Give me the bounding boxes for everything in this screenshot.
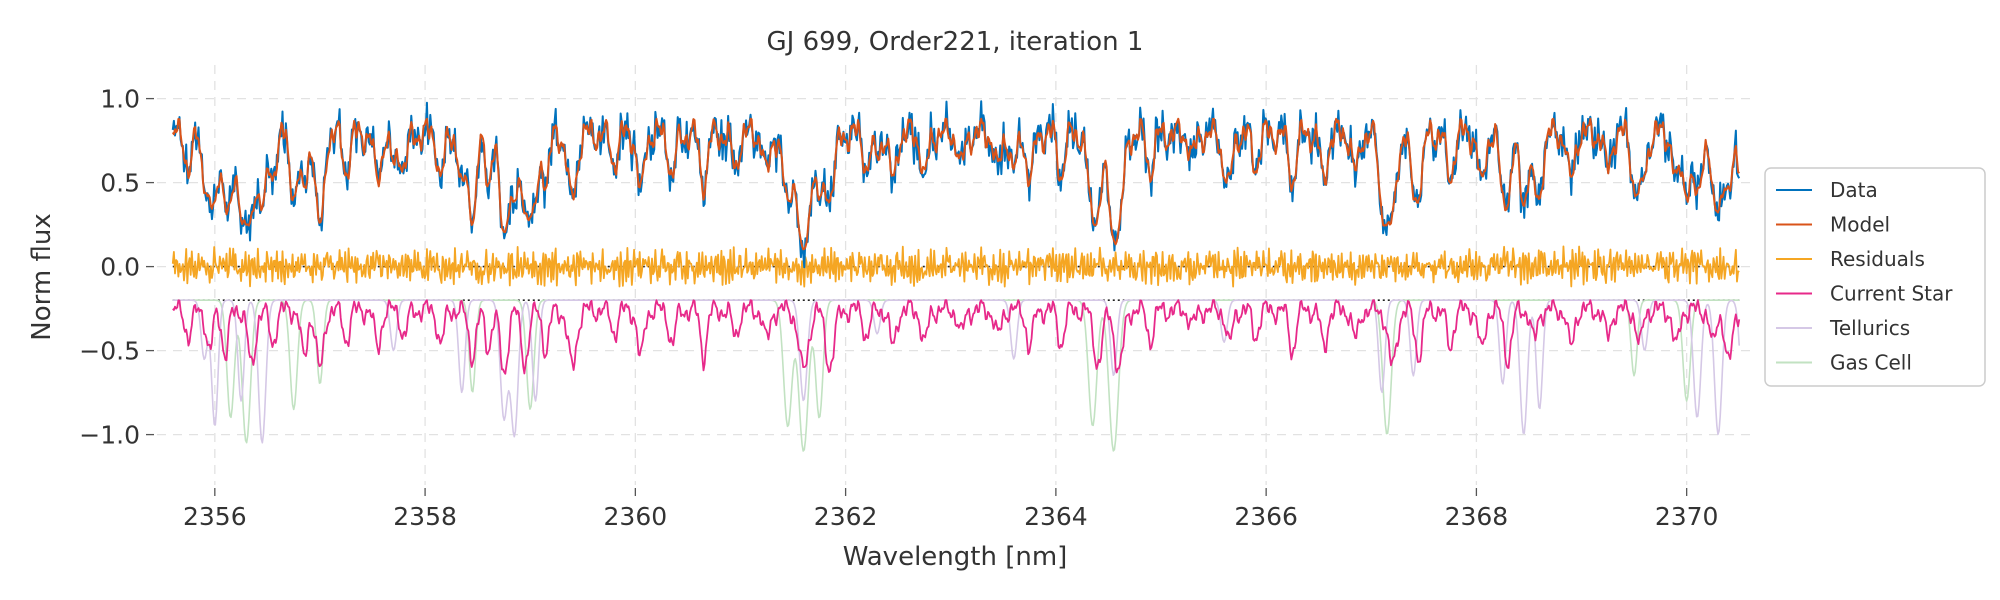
- x-axis-title: Wavelength [nm]: [843, 542, 1068, 572]
- legend-items: Data Model Residuals Current Star Tellurics G…: [1776, 178, 1953, 375]
- legend-label-gas-cell: Gas Cell: [1830, 351, 1912, 375]
- legend-label-data: Data: [1830, 178, 1878, 202]
- x-tick-label: 2358: [393, 502, 457, 531]
- series-line-model: [171, 117, 1740, 251]
- series-line-tellurics: [172, 299, 1741, 444]
- series-line-data: [171, 100, 1741, 269]
- series-lines: [171, 100, 1741, 452]
- x-tick-label: 2360: [604, 502, 668, 531]
- x-tick-label: 2366: [1234, 502, 1298, 531]
- series-line-current-star: [172, 299, 1741, 375]
- y-tick-label: −1.0: [79, 421, 140, 450]
- chart-title: GJ 699, Order221, iteration 1: [767, 27, 1144, 57]
- x-tick-label: 2368: [1445, 502, 1509, 531]
- axes: 2356 2358 2360 2362 2364 2366 2368 2370 −1.0 −0.5…: [79, 85, 1718, 531]
- y-tick-label: 0.5: [100, 169, 140, 198]
- legend-label-current-star: Current Star: [1830, 282, 1953, 306]
- x-tick-label: 2362: [814, 502, 878, 531]
- x-tick-label: 2364: [1024, 502, 1088, 531]
- legend-box: [1764, 167, 1986, 387]
- legend-label-model: Model: [1830, 213, 1890, 237]
- y-tick-label: 1.0: [100, 85, 140, 114]
- legend-label-tellurics: Tellurics: [1829, 316, 1910, 340]
- legend-label-residuals: Residuals: [1830, 247, 1925, 271]
- series-line-residuals: [171, 245, 1740, 288]
- y-tick-label: −0.5: [79, 337, 140, 366]
- legend: Data Model Residuals Current Star Tellurics G…: [1764, 167, 1986, 387]
- y-axis-title: Norm flux: [27, 213, 57, 340]
- y-tick-label: 0.0: [100, 253, 140, 282]
- x-tick-label: 2370: [1655, 502, 1719, 531]
- x-tick-label: 2356: [183, 502, 247, 531]
